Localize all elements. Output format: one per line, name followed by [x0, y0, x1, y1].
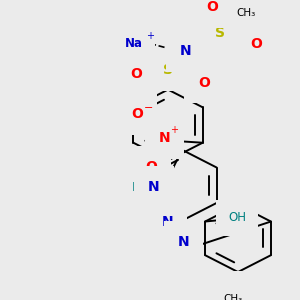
Text: OH: OH	[228, 212, 246, 224]
Text: Na: Na	[125, 37, 143, 50]
Text: −: −	[144, 103, 153, 113]
Text: O: O	[198, 76, 210, 89]
Text: O: O	[250, 37, 262, 50]
Text: O: O	[132, 107, 144, 122]
Text: N: N	[159, 131, 170, 145]
Text: N: N	[148, 180, 160, 194]
Text: O: O	[206, 0, 218, 14]
Text: H: H	[131, 181, 141, 194]
Text: CH₃: CH₃	[236, 8, 256, 17]
Text: O: O	[130, 67, 142, 81]
Text: +: +	[146, 31, 154, 40]
Text: N: N	[180, 44, 192, 58]
Text: N: N	[161, 215, 173, 230]
Text: CH₃: CH₃	[224, 294, 243, 300]
Text: S: S	[215, 26, 225, 40]
Text: +: +	[169, 125, 178, 135]
Text: N: N	[178, 235, 189, 249]
Text: O: O	[146, 160, 158, 174]
Text: S: S	[163, 63, 173, 77]
